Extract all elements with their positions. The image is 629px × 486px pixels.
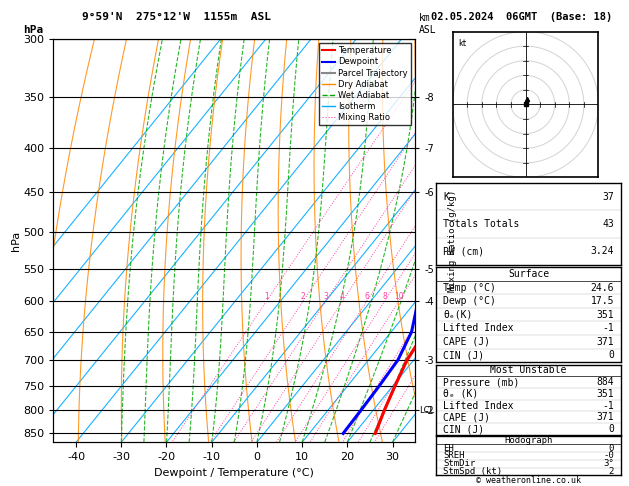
Text: kt: kt: [459, 39, 467, 48]
Text: Dewp (°C): Dewp (°C): [443, 296, 496, 306]
Text: 10: 10: [394, 293, 403, 301]
Text: 0: 0: [608, 424, 614, 434]
Text: 351: 351: [596, 310, 614, 320]
Text: 6: 6: [364, 293, 369, 301]
Text: 17.5: 17.5: [591, 296, 614, 306]
Text: Lifted Index: Lifted Index: [443, 400, 514, 411]
Text: 371: 371: [596, 337, 614, 347]
Text: θₑ (K): θₑ (K): [443, 389, 479, 399]
Text: 0: 0: [608, 350, 614, 360]
Text: 24.6: 24.6: [591, 282, 614, 293]
Text: Most Unstable: Most Unstable: [491, 365, 567, 375]
Text: SREH: SREH: [443, 451, 465, 460]
Text: CAPE (J): CAPE (J): [443, 412, 491, 422]
Text: 371: 371: [596, 412, 614, 422]
Text: 3: 3: [323, 293, 328, 301]
Text: CAPE (J): CAPE (J): [443, 337, 491, 347]
Text: Hodograph: Hodograph: [504, 436, 553, 445]
Text: θₑ(K): θₑ(K): [443, 310, 473, 320]
Text: 3.24: 3.24: [591, 246, 614, 256]
Text: km
ASL: km ASL: [419, 13, 437, 35]
Text: © weatheronline.co.uk: © weatheronline.co.uk: [476, 475, 581, 485]
Text: 02.05.2024  06GMT  (Base: 18): 02.05.2024 06GMT (Base: 18): [431, 12, 612, 22]
Text: PW (cm): PW (cm): [443, 246, 484, 256]
Text: Surface: Surface: [508, 269, 549, 279]
Text: CIN (J): CIN (J): [443, 424, 484, 434]
Text: EH: EH: [443, 444, 454, 452]
Text: 8: 8: [382, 293, 387, 301]
Text: CIN (J): CIN (J): [443, 350, 484, 360]
Text: 2: 2: [609, 467, 614, 476]
Text: -1: -1: [603, 400, 614, 411]
Text: -1: -1: [603, 323, 614, 333]
Text: Mixing Ratio (g/kg): Mixing Ratio (g/kg): [448, 190, 457, 292]
Text: 0: 0: [609, 444, 614, 452]
Text: 884: 884: [596, 377, 614, 387]
Text: 1: 1: [264, 293, 269, 301]
Text: 3°: 3°: [603, 459, 614, 468]
Text: Totals Totals: Totals Totals: [443, 219, 520, 229]
Text: StmDir: StmDir: [443, 459, 476, 468]
Text: StmSpd (kt): StmSpd (kt): [443, 467, 503, 476]
Text: K: K: [443, 192, 449, 202]
Text: Temp (°C): Temp (°C): [443, 282, 496, 293]
Text: Pressure (mb): Pressure (mb): [443, 377, 520, 387]
Text: 4: 4: [340, 293, 345, 301]
Text: LCL: LCL: [420, 406, 435, 415]
Y-axis label: hPa: hPa: [11, 230, 21, 251]
Text: 9°59'N  275°12'W  1155m  ASL: 9°59'N 275°12'W 1155m ASL: [82, 12, 270, 22]
X-axis label: Dewpoint / Temperature (°C): Dewpoint / Temperature (°C): [154, 468, 314, 478]
Legend: Temperature, Dewpoint, Parcel Trajectory, Dry Adiabat, Wet Adiabat, Isotherm, Mi: Temperature, Dewpoint, Parcel Trajectory…: [319, 43, 411, 125]
Text: hPa: hPa: [23, 25, 43, 35]
Text: 351: 351: [596, 389, 614, 399]
Text: Lifted Index: Lifted Index: [443, 323, 514, 333]
Text: -0: -0: [603, 451, 614, 460]
Text: 43: 43: [603, 219, 614, 229]
Text: 37: 37: [603, 192, 614, 202]
Text: 2: 2: [301, 293, 305, 301]
